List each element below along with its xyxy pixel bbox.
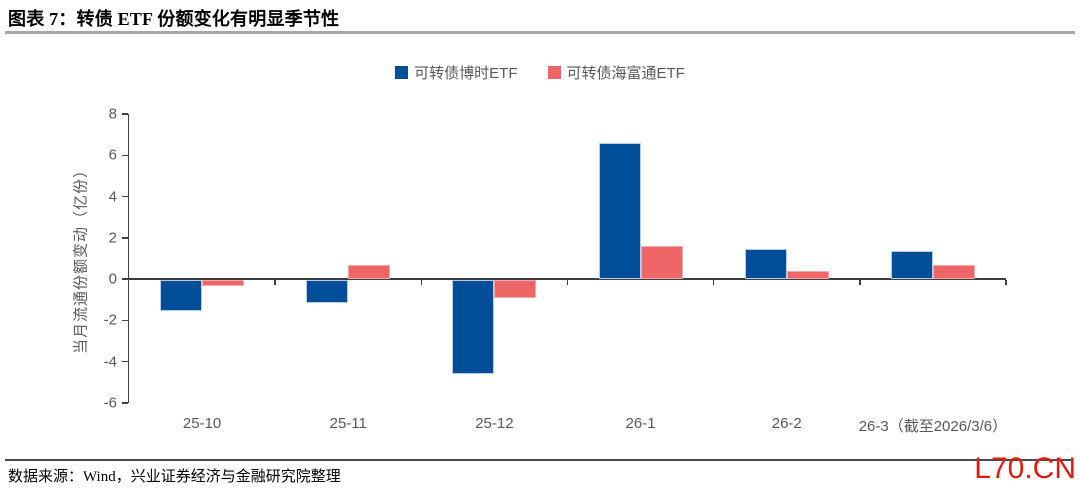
x-tick-label: 26-1 <box>625 415 656 432</box>
title-rule <box>5 31 1075 34</box>
legend-item: 可转债博时ETF <box>395 62 518 83</box>
x-tick-label: 25-11 <box>329 415 367 432</box>
bar-haifutong-25-12 <box>494 280 537 298</box>
y-axis-tick <box>122 360 128 363</box>
y-axis-tick <box>122 402 128 404</box>
x-tick-label: 25-12 <box>475 415 514 432</box>
watermark-text: L70.CN <box>974 452 1076 485</box>
y-tick-label: -6 <box>103 394 117 412</box>
legend-label: 可转债博时ETF <box>414 65 518 82</box>
y-axis-tick <box>122 195 128 198</box>
y-tick-label: -4 <box>103 353 117 371</box>
y-axis-tick <box>122 154 128 157</box>
y-tick-label: -2 <box>103 311 117 329</box>
x-axis-tick <box>859 280 861 286</box>
y-axis-tick <box>122 278 128 280</box>
legend-label: 可转债海富通ETF <box>566 65 685 82</box>
y-axis-tick <box>122 237 128 239</box>
bar-boshi-25-10 <box>160 280 203 312</box>
x-axis-tick <box>274 280 276 286</box>
bar-boshi-26-3（截至2026/3/6） <box>890 251 933 280</box>
x-tick-label: 25-10 <box>182 415 222 432</box>
figure-title: 图表 7：转债 ETF 份额变化有明显季节性 <box>8 9 340 29</box>
legend-swatch-icon <box>395 66 409 79</box>
bar-haifutong-25-11 <box>348 264 391 280</box>
x-tick-label: 26-3（截至2026/3/6） <box>858 418 1008 435</box>
bar-haifutong-26-3（截至2026/3/6） <box>932 264 975 280</box>
x-tick-label: 26-2 <box>771 415 802 432</box>
legend-item: 可转债海富通ETF <box>547 62 685 83</box>
y-axis-title: 当月流通份额变动（亿份） <box>72 161 90 355</box>
bar-haifutong-26-1 <box>640 246 683 280</box>
x-axis-tick <box>420 280 423 286</box>
x-axis-tick <box>566 280 569 286</box>
y-tick-label: 0 <box>108 270 117 288</box>
bar-boshi-25-11 <box>306 280 349 303</box>
plot-area: 8 6 4 2 0 -2 -4 -6 25-10 25-11 25-12 26-1 26-2 26-3（截… <box>104 106 1007 436</box>
bar-boshi-26-2 <box>744 249 787 280</box>
x-axis-tick <box>712 280 715 286</box>
bar-boshi-25-12 <box>452 280 495 375</box>
zero-baseline <box>129 278 1006 281</box>
y-axis-tick <box>122 319 128 322</box>
x-axis-tick <box>1005 280 1007 286</box>
y-tick-label: 8 <box>108 105 117 123</box>
y-tick-label: 4 <box>108 188 117 206</box>
y-axis-tick <box>122 113 128 115</box>
bar-haifutong-26-2 <box>786 270 829 280</box>
bar-boshi-26-1 <box>598 142 641 280</box>
data-source-note: 数据来源：Wind，兴业证券经济与金融研究院整理 <box>8 469 341 485</box>
y-tick-label: 2 <box>108 229 117 247</box>
footer-rule <box>5 459 1072 461</box>
legend-swatch-icon <box>547 66 561 79</box>
bar-haifutong-25-10 <box>202 280 245 287</box>
chart-legend: 可转债博时ETF 可转债海富通ETF <box>0 62 1080 83</box>
y-tick-label: 6 <box>108 146 117 164</box>
